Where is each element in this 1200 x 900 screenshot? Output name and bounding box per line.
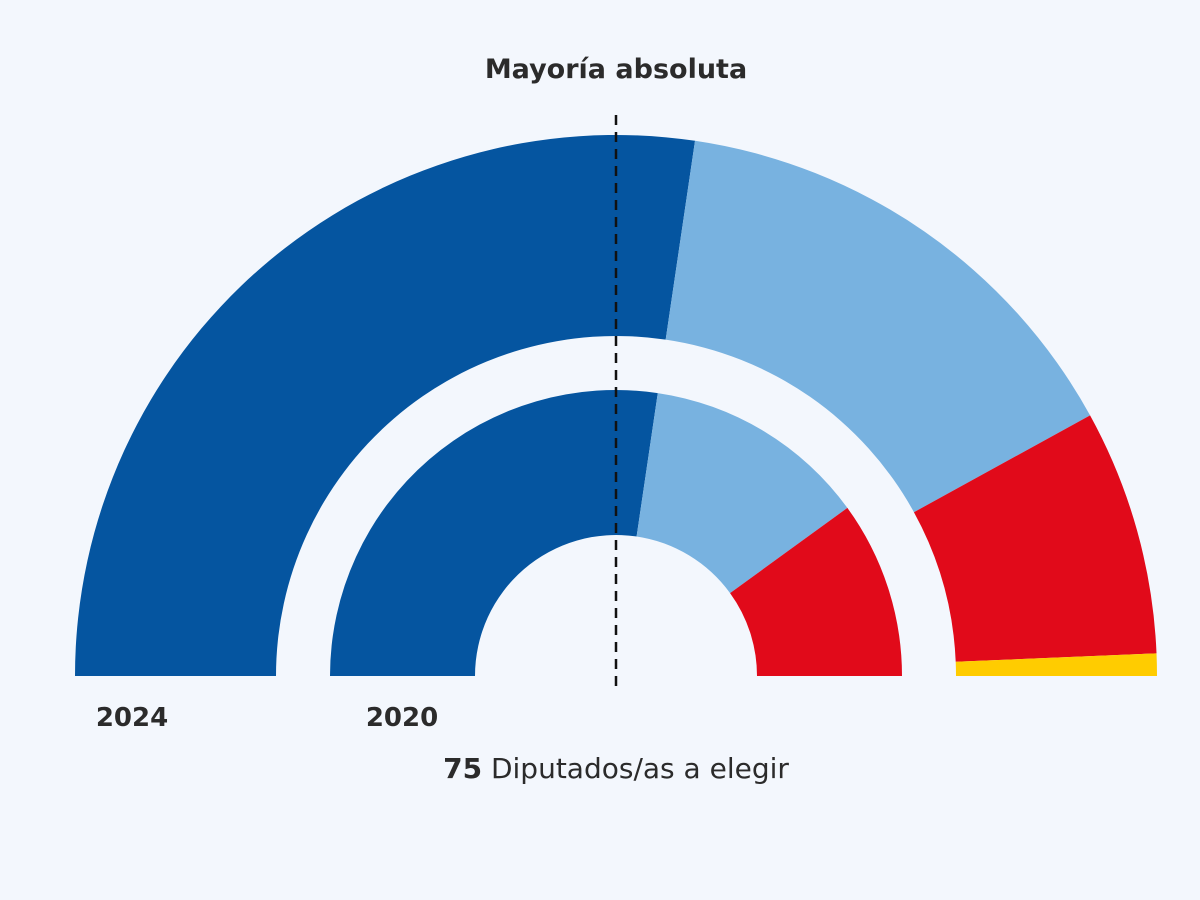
majority-title: Mayoría absoluta: [485, 54, 747, 85]
seat-segment-2024-blue_light: [665, 140, 1091, 513]
seat-segment-2024-red: [913, 415, 1157, 662]
ring-label-inner: 2020: [366, 703, 438, 733]
seat-segment-2020-blue_light: [636, 393, 848, 594]
seat-segment-2024-yellow: [955, 653, 1157, 676]
ring-label-outer: 2024: [96, 703, 168, 733]
seats-label: Diputados/as a elegir: [490, 752, 789, 785]
total-seats: 75: [443, 752, 483, 785]
seats-caption: 75 Diputados/as a elegir: [0, 752, 1200, 785]
seat-segments: [75, 135, 1157, 677]
seat-segment-2020-blue_dark: [330, 389, 658, 676]
seat-segment-2020-red: [730, 507, 902, 676]
seat-segment-2024-blue_dark: [75, 135, 696, 677]
